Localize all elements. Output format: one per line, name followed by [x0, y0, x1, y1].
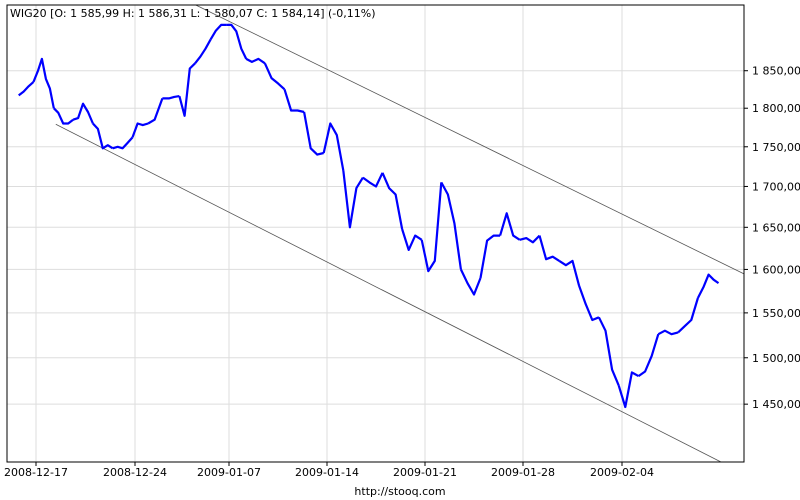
x-tick-label: 2009-01-21	[393, 466, 457, 479]
y-tick-label: 1 850,00	[752, 65, 800, 78]
price-session-2008-12-24	[131, 122, 149, 138]
price-session-2008-12-19	[72, 102, 94, 124]
price-session-2009-01-20	[401, 228, 423, 251]
price-series	[18, 23, 720, 409]
price-session-2008-12-17	[32, 57, 55, 109]
x-tick-label: 2008-12-24	[103, 466, 167, 479]
price-session-2008-12-22	[92, 122, 114, 150]
plot-frame	[6, 4, 745, 463]
price-session-2009-02-05	[637, 333, 660, 378]
price-session-2009-01-05	[194, 38, 212, 64]
price-session-2009-01-19	[381, 172, 404, 230]
x-tick-label: 2009-01-28	[491, 466, 555, 479]
price-session-2009-02-03	[597, 316, 620, 386]
price-session-2009-01-13	[303, 111, 324, 156]
price-session-2009-01-06	[209, 23, 227, 40]
y-tick-label: 1 550,00	[752, 307, 800, 320]
x-tick-label: 2009-01-07	[197, 466, 261, 479]
price-session-2009-01-12	[283, 88, 305, 114]
x-tick-label: 2009-02-04	[590, 466, 654, 479]
price-session-2008-12-23	[112, 136, 134, 150]
trendlines	[55, 4, 745, 463]
x-tick-label: 2008-12-17	[4, 466, 68, 479]
trendline	[55, 123, 722, 463]
plot-background	[7, 5, 744, 462]
price-session-2009-01-14	[322, 122, 345, 171]
price-session-2009-01-07	[226, 23, 248, 60]
y-tick-label: 1 800,00	[752, 102, 800, 115]
price-session-2009-01-30	[558, 259, 581, 287]
y-tick-label: 1 750,00	[752, 141, 800, 154]
price-session-2009-01-29	[538, 235, 560, 262]
price-session-2009-01-26	[479, 234, 501, 279]
price-session-2009-02-02	[578, 285, 600, 322]
trendline	[195, 4, 745, 275]
price-session-2008-12-16	[18, 81, 35, 97]
price-session-2009-01-15	[342, 170, 364, 229]
price-session-2009-02-04	[617, 371, 640, 409]
price-session-2009-01-21	[420, 182, 443, 273]
y-tick-label: 1 600,00	[752, 263, 800, 276]
price-session-2009-01-23	[459, 268, 482, 296]
y-axis: 1 850,00 1 800,00 1 750,00 1 700,00 1 650,00…	[744, 65, 800, 411]
chart-title: WIG20 [O: 1 585,99 H: 1 586,31 L: 1 580,…	[10, 7, 376, 20]
y-tick-label: 1 650,00	[752, 221, 800, 234]
price-session-2009-01-27	[499, 212, 521, 241]
grid	[7, 5, 744, 462]
source-link[interactable]: http://stooq.com	[354, 485, 445, 498]
price-session-2009-01-16	[362, 172, 384, 188]
price-session-2009-01-02	[178, 62, 196, 117]
price-session-2009-01-08	[245, 57, 266, 65]
price-session-2009-02-10	[696, 273, 720, 299]
price-session-2009-02-06	[657, 329, 679, 336]
x-axis: 2008-12-17 2008-12-24 2009-01-07 2009-01-14…	[4, 462, 654, 479]
price-session-2008-12-18	[53, 107, 74, 125]
y-tick-label: 1 500,00	[752, 352, 800, 365]
price-session-2009-01-09	[263, 62, 286, 91]
price-session-2008-12-29	[147, 98, 164, 125]
y-tick-label: 1 450,00	[752, 398, 800, 411]
price-session-2009-02-09	[677, 297, 699, 334]
x-tick-label: 2009-01-14	[295, 466, 359, 479]
price-session-2009-01-28	[519, 234, 541, 244]
price-session-2008-12-30	[162, 95, 180, 100]
y-tick-label: 1 700,00	[752, 180, 800, 193]
price-session-2009-01-22	[440, 181, 462, 270]
